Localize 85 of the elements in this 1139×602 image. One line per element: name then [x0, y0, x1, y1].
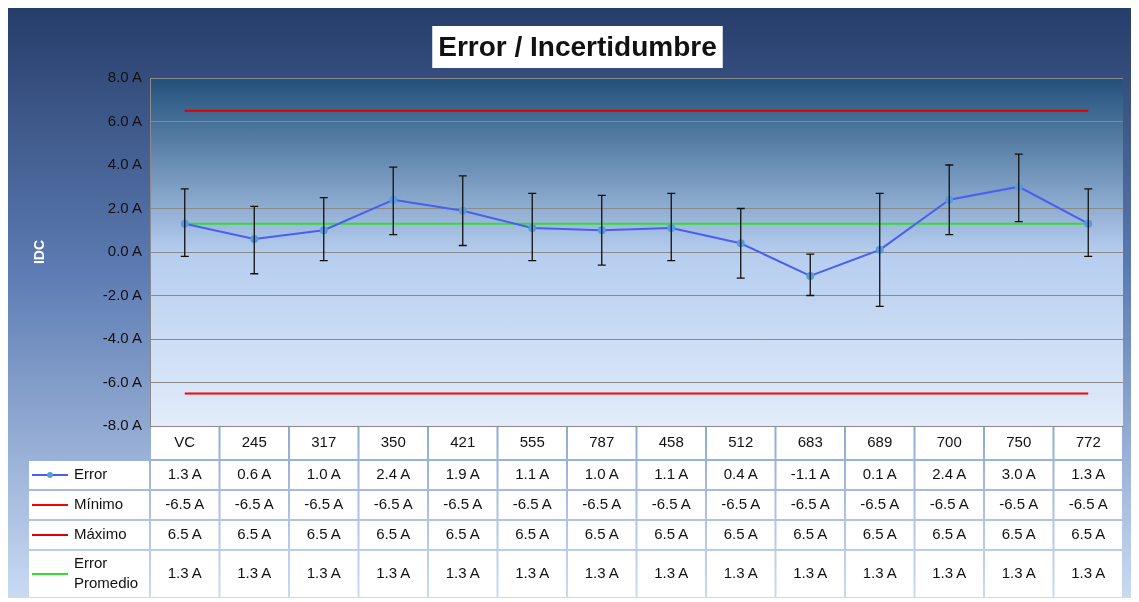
data-label: 1.3 A [654, 564, 689, 582]
data-label: 1.3 A [1001, 564, 1036, 582]
y-tick-label: -6.0 A [102, 372, 142, 390]
y-tick-label: -8.0 A [102, 416, 142, 434]
data-label: 1.3 A [723, 564, 758, 582]
x-tick-label: 772 [1075, 433, 1101, 451]
data-label: -6.5 A [790, 495, 830, 513]
data-label: 0.1 A [862, 465, 897, 483]
data-label: 1.3 A [167, 465, 202, 483]
x-tick-label: 245 [241, 433, 267, 451]
x-tick-label: 683 [797, 433, 823, 451]
data-label: 6.5 A [1001, 525, 1036, 543]
data-label: 1.3 A [515, 564, 550, 582]
data-label: 6.5 A [723, 525, 758, 543]
data-label: -6.5 A [1068, 495, 1108, 513]
data-label: 6.5 A [306, 525, 341, 543]
legend-label: Mínimo [74, 495, 124, 513]
data-label: 6.5 A [793, 525, 828, 543]
data-label: 0.4 A [723, 465, 758, 483]
data-label: -6.5 A [721, 495, 761, 513]
data-label: -6.5 A [929, 495, 969, 513]
data-label: 6.5 A [862, 525, 897, 543]
chart-title: Error / Incertidumbre [438, 30, 717, 62]
data-label: 2.4 A [932, 465, 967, 483]
data-label: 1.1 A [515, 465, 550, 483]
data-label: 6.5 A [515, 525, 550, 543]
data-label: -6.5 A [443, 495, 483, 513]
legend-label: Máximo [74, 525, 127, 543]
data-label: 1.3 A [306, 564, 341, 582]
data-label: 6.5 A [932, 525, 967, 543]
y-tick-label: -2.0 A [102, 285, 142, 303]
data-label: 1.3 A [793, 564, 828, 582]
x-tick-label: 555 [519, 433, 545, 451]
data-label: 1.3 A [445, 564, 480, 582]
legend-label: Error [74, 465, 108, 483]
x-tick-label: 350 [380, 433, 406, 451]
data-label: 1.3 A [584, 564, 619, 582]
data-label: 1.9 A [445, 465, 480, 483]
data-label: 0.6 A [237, 465, 272, 483]
data-label: -6.5 A [234, 495, 274, 513]
data-label: 6.5 A [584, 525, 619, 543]
data-label: 1.3 A [376, 564, 411, 582]
data-label: 1.1 A [654, 465, 689, 483]
y-axis-title: IDC [31, 239, 48, 265]
data-label: -6.5 A [582, 495, 622, 513]
data-label: -6.5 A [860, 495, 900, 513]
data-label: 6.5 A [376, 525, 411, 543]
data-label: 1.3 A [932, 564, 967, 582]
x-tick-label: 787 [589, 433, 615, 451]
y-tick-label: 0.0 A [107, 242, 142, 260]
data-label: 6.5 A [1071, 525, 1106, 543]
x-tick-label: VC [174, 433, 196, 451]
data-label: 6.5 A [654, 525, 689, 543]
data-label: 3.0 A [1001, 465, 1036, 483]
data-label: -6.5 A [999, 495, 1039, 513]
data-label: 1.3 A [862, 564, 897, 582]
y-tick-label: 4.0 A [107, 155, 142, 173]
legend-label: Error Promedio [74, 554, 139, 592]
data-label: 6.5 A [167, 525, 202, 543]
data-label: 1.3 A [1071, 564, 1106, 582]
data-label: 1.3 A [1071, 465, 1106, 483]
data-label: 1.3 A [167, 564, 202, 582]
y-tick-label: 6.0 A [107, 111, 142, 129]
data-label: -6.5 A [512, 495, 552, 513]
x-tick-label: 689 [867, 433, 893, 451]
data-label: 2.4 A [376, 465, 411, 483]
data-label: 1.0 A [306, 465, 341, 483]
x-tick-label: 317 [311, 433, 337, 451]
data-label: 1.0 A [584, 465, 619, 483]
y-tick-label: 8.0 A [107, 68, 142, 86]
data-label: 6.5 A [237, 525, 272, 543]
x-tick-label: 750 [1006, 433, 1032, 451]
data-label: 6.5 A [445, 525, 480, 543]
data-label: -6.5 A [651, 495, 691, 513]
data-label: -1.1 A [790, 465, 830, 483]
x-tick-label: 421 [450, 433, 476, 451]
y-tick-label: -4.0 A [102, 329, 142, 347]
data-label: -6.5 A [165, 495, 205, 513]
x-tick-label: 512 [728, 433, 754, 451]
data-label: -6.5 A [373, 495, 413, 513]
y-tick-label: 2.0 A [107, 198, 142, 216]
data-label: 1.3 A [237, 564, 272, 582]
x-tick-label: 458 [658, 433, 684, 451]
data-label: -6.5 A [304, 495, 344, 513]
x-tick-label: 700 [936, 433, 962, 451]
